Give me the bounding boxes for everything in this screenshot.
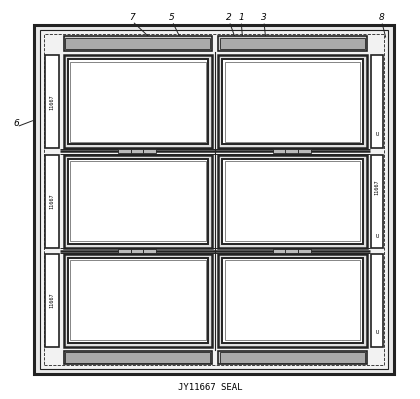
Text: U: U <box>375 234 379 239</box>
Bar <box>220 352 365 363</box>
Bar <box>222 159 363 243</box>
Bar <box>273 150 286 154</box>
Text: JY11667 SEAL: JY11667 SEAL <box>178 383 242 392</box>
Bar <box>45 254 59 347</box>
Bar <box>218 254 367 347</box>
Bar <box>218 351 367 364</box>
Bar <box>45 155 59 247</box>
Bar <box>298 150 310 154</box>
Bar <box>222 59 363 144</box>
Bar <box>218 155 367 247</box>
Bar <box>68 159 208 243</box>
Bar <box>225 260 360 340</box>
Bar <box>39 30 389 369</box>
Bar <box>131 249 143 253</box>
Bar <box>118 150 131 154</box>
Bar <box>286 249 298 253</box>
Bar <box>65 38 210 49</box>
Text: 11667: 11667 <box>50 94 55 110</box>
Bar <box>63 155 212 247</box>
Bar <box>273 249 286 253</box>
Text: 2: 2 <box>226 14 232 22</box>
Bar <box>70 161 206 241</box>
Bar <box>63 55 212 148</box>
Text: 7: 7 <box>129 14 135 22</box>
Bar <box>220 38 365 49</box>
Bar <box>371 155 383 247</box>
Bar <box>218 55 367 148</box>
Bar <box>225 62 360 142</box>
Bar <box>44 34 384 365</box>
Bar <box>63 36 212 51</box>
Bar <box>143 249 156 253</box>
Bar <box>371 55 383 148</box>
Bar <box>371 254 383 347</box>
Text: U: U <box>375 132 379 137</box>
Bar <box>218 36 367 51</box>
Text: U: U <box>375 330 379 335</box>
Text: 11667: 11667 <box>375 180 380 195</box>
Bar <box>225 161 360 241</box>
Bar <box>34 25 394 374</box>
Text: 6: 6 <box>13 119 19 128</box>
Text: 8: 8 <box>379 14 384 22</box>
Bar <box>298 249 310 253</box>
Text: 5: 5 <box>169 14 175 22</box>
Bar <box>65 352 210 363</box>
Text: 3: 3 <box>261 14 267 22</box>
Bar <box>222 258 363 343</box>
Bar <box>45 55 59 148</box>
Text: 11667: 11667 <box>50 292 55 308</box>
Bar <box>63 351 212 364</box>
Bar <box>70 62 206 142</box>
Bar <box>68 59 208 144</box>
Bar <box>286 150 298 154</box>
Bar <box>70 260 206 340</box>
Bar <box>131 150 143 154</box>
Text: 1: 1 <box>238 14 244 22</box>
Text: 11667: 11667 <box>50 193 55 209</box>
Bar <box>68 258 208 343</box>
Bar <box>118 249 131 253</box>
Bar <box>143 150 156 154</box>
Bar <box>63 254 212 347</box>
